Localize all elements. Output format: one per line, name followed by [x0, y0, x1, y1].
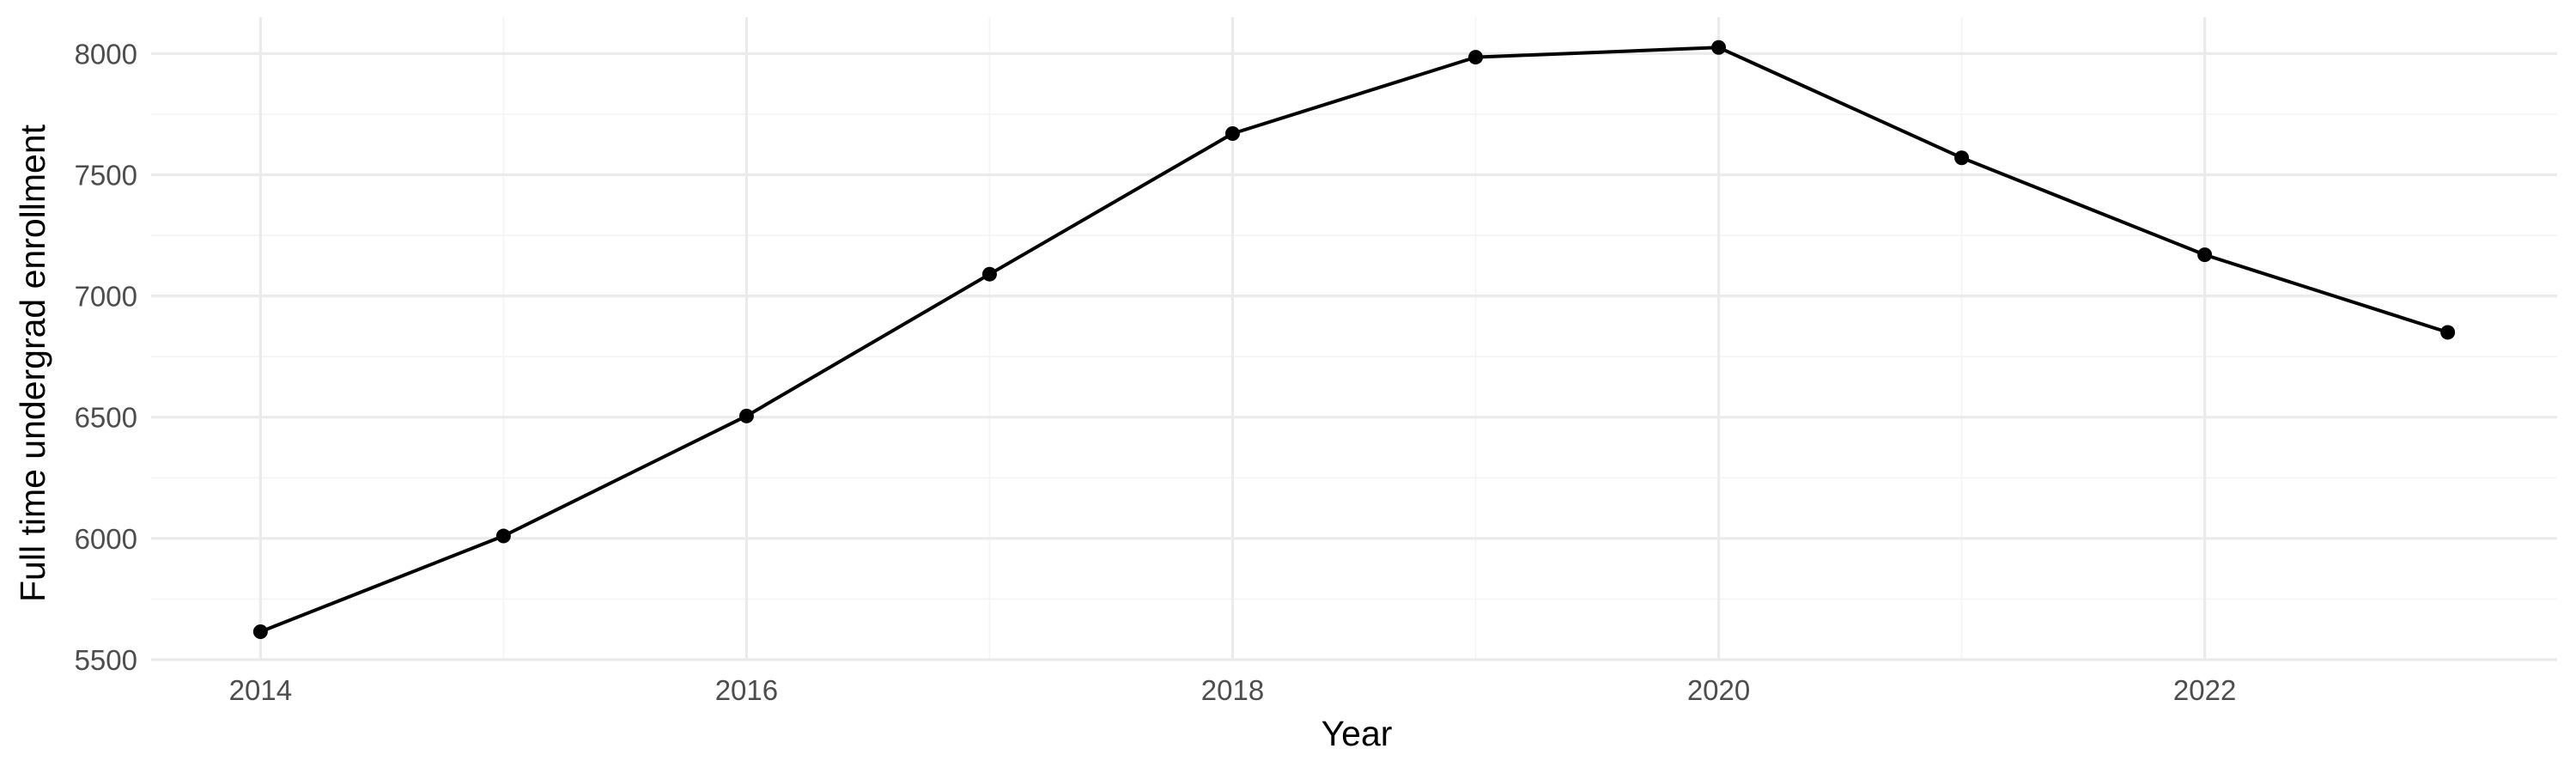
- data-point: [1954, 150, 1970, 166]
- data-point: [2197, 247, 2213, 263]
- x-tick-label: 2020: [1687, 674, 1750, 706]
- series-line: [258, 46, 2450, 634]
- y-tick-label: 7000: [75, 281, 137, 313]
- data-point: [738, 408, 754, 423]
- data-point: [1711, 40, 1727, 55]
- y-axis-tick-labels: 5500 6000 6500 7000 7500 8000: [75, 38, 137, 676]
- minor-gridlines: [151, 17, 2557, 660]
- y-tick-label: 8000: [75, 38, 137, 70]
- x-tick-label: 2016: [715, 674, 778, 706]
- data-point: [252, 624, 268, 640]
- series-layer: [252, 40, 2456, 640]
- y-tick-label: 6000: [75, 523, 137, 555]
- data-point: [1468, 50, 1484, 65]
- data-point: [1224, 125, 1240, 141]
- x-axis-tick-labels: 2014 2016 2018 2020 2022: [229, 674, 2237, 706]
- y-tick-label: 6500: [75, 402, 137, 434]
- data-point: [2440, 325, 2456, 340]
- data-point: [495, 528, 511, 544]
- data-point: [981, 266, 997, 282]
- y-tick-label: 5500: [75, 644, 137, 676]
- x-tick-label: 2014: [229, 674, 292, 706]
- x-tick-label: 2022: [2173, 674, 2236, 706]
- y-tick-label: 7500: [75, 159, 137, 191]
- major-gridlines: [151, 17, 2557, 661]
- x-axis-title: Year: [1321, 714, 1393, 753]
- x-tick-label: 2018: [1201, 674, 1264, 706]
- y-axis-title: Full time undergrad enrollment: [13, 124, 52, 602]
